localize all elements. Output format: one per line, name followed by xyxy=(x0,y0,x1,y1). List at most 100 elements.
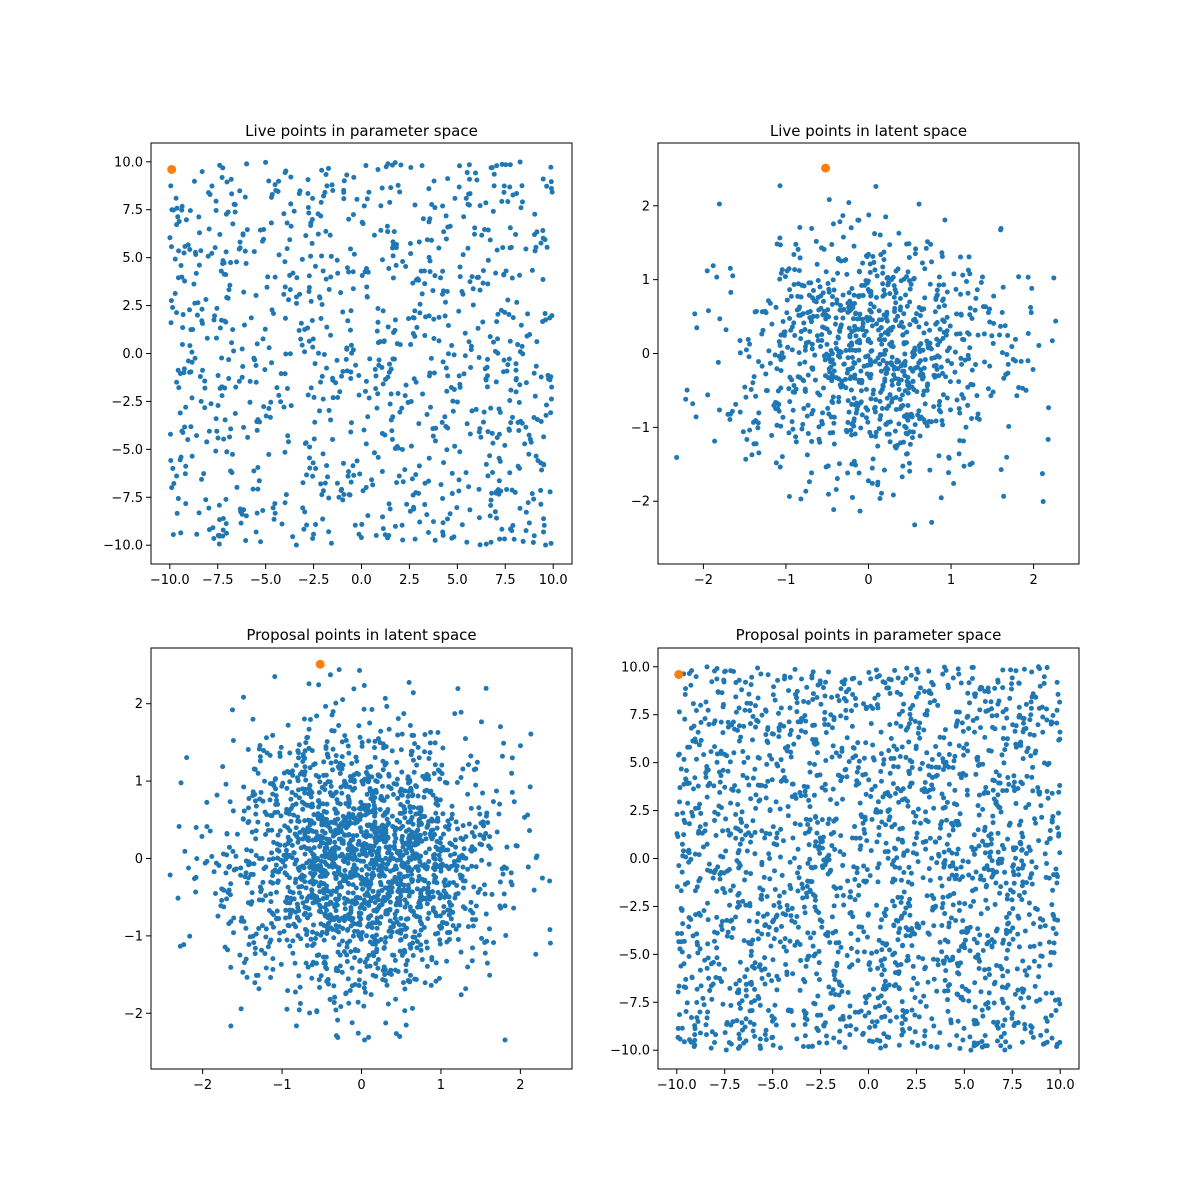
scatter-point xyxy=(456,857,462,863)
scatter-point xyxy=(371,450,377,456)
scatter-point xyxy=(497,724,503,730)
scatter-point xyxy=(346,798,352,804)
scatter-point xyxy=(906,381,912,387)
scatter-point xyxy=(300,827,306,833)
scatter-point xyxy=(739,687,745,693)
scatter-point xyxy=(335,270,341,276)
scatter-point xyxy=(179,274,185,280)
scatter-point xyxy=(398,893,404,899)
scatter-point xyxy=(268,891,274,897)
scatter-point xyxy=(226,357,232,363)
scatter-point xyxy=(390,275,396,281)
scatter-point xyxy=(469,274,475,280)
scatter-point xyxy=(296,755,302,761)
scatter-point xyxy=(477,542,483,548)
scatter-point xyxy=(693,707,699,713)
scatter-point xyxy=(737,338,743,344)
scatter-point xyxy=(168,183,174,189)
scatter-point xyxy=(517,382,523,388)
scatter-point xyxy=(191,178,197,184)
scatter-point xyxy=(749,674,755,680)
scatter-point xyxy=(527,332,533,338)
scatter-point xyxy=(416,932,422,938)
scatter-point xyxy=(412,202,418,208)
scatter-point xyxy=(353,885,359,891)
scatter-point xyxy=(483,200,489,206)
scatter-point xyxy=(456,477,462,483)
scatter-point xyxy=(427,269,433,275)
scatter-point xyxy=(430,889,436,895)
scatter-point xyxy=(424,945,430,951)
scatter-point xyxy=(442,877,448,883)
scatter-point xyxy=(710,981,716,987)
scatter-point xyxy=(236,378,242,384)
scatter-point xyxy=(849,835,855,841)
scatter-point xyxy=(485,373,490,379)
scatter-point xyxy=(748,871,754,877)
scatter-point xyxy=(886,403,892,409)
scatter-point xyxy=(305,204,311,210)
scatter-point xyxy=(175,496,181,502)
scatter-point xyxy=(972,1004,978,1010)
scatter-point xyxy=(963,424,969,430)
scatter-point xyxy=(378,227,384,233)
scatter-point xyxy=(370,941,376,947)
scatter-point xyxy=(279,521,285,527)
scatter-point xyxy=(273,889,279,895)
scatter-point xyxy=(874,321,880,327)
scatter-point xyxy=(250,486,256,492)
scatter-point xyxy=(946,455,952,461)
scatter-point xyxy=(297,771,303,777)
scatter-point xyxy=(829,914,835,920)
scatter-point xyxy=(960,874,965,880)
scatter-point xyxy=(1016,274,1022,280)
scatter-point xyxy=(922,1033,928,1039)
scatter-point xyxy=(408,251,414,257)
scatter-point xyxy=(836,698,842,704)
scatter-point xyxy=(424,512,430,518)
scatter-point xyxy=(409,1005,415,1011)
scatter-point xyxy=(499,161,505,167)
scatter-point xyxy=(288,403,294,409)
scatter-point xyxy=(910,378,916,384)
scatter-point xyxy=(213,448,219,454)
scatter-point xyxy=(720,1001,726,1007)
x-tick-label: −5.0 xyxy=(250,573,282,588)
scatter-point xyxy=(433,810,439,816)
scatter-point xyxy=(891,366,897,372)
scatter-point xyxy=(389,885,395,891)
scatter-point xyxy=(390,239,396,245)
scatter-point xyxy=(387,401,393,407)
scatter-point xyxy=(493,270,499,276)
scatter-point xyxy=(418,927,424,933)
scatter-point xyxy=(688,917,694,923)
scatter-point xyxy=(201,471,207,477)
scatter-point xyxy=(450,879,456,885)
scatter-point xyxy=(895,313,901,319)
scatter-point xyxy=(315,231,321,237)
scatter-point xyxy=(748,796,754,802)
scatter-point xyxy=(255,465,261,470)
scatter-point xyxy=(858,388,864,394)
scatter-point xyxy=(285,988,291,994)
scatter-point xyxy=(509,789,515,795)
scatter-point xyxy=(1009,1010,1015,1016)
scatter-point xyxy=(730,273,736,279)
scatter-point xyxy=(242,248,248,254)
scatter-point xyxy=(509,770,515,776)
scatter-point xyxy=(422,980,428,986)
y-tick-label: 7.5 xyxy=(122,203,143,218)
scatter-point xyxy=(416,873,422,879)
scatter-point xyxy=(330,709,336,715)
scatter-point xyxy=(328,819,334,825)
scatter-point xyxy=(328,760,334,766)
scatter-point xyxy=(450,408,456,414)
scatter-point xyxy=(788,293,794,299)
scatter-point xyxy=(363,441,369,447)
scatter-point xyxy=(278,813,284,819)
scatter-point xyxy=(381,798,387,804)
scatter-point xyxy=(676,709,682,715)
scatter-point xyxy=(877,337,883,343)
scatter-point xyxy=(437,768,443,774)
scatter-point xyxy=(513,389,519,395)
